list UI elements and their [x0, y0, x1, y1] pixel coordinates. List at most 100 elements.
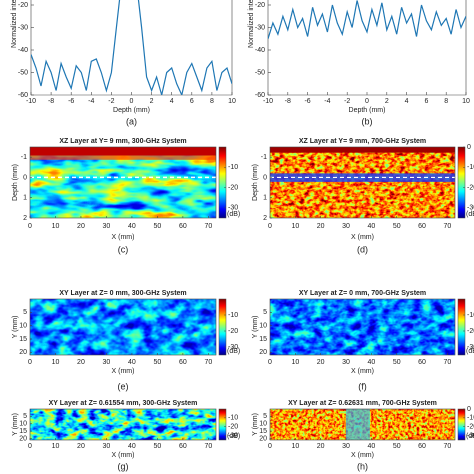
heatmap-band — [30, 147, 216, 156]
x-tick-label: -8 — [285, 98, 291, 105]
heatmap-image — [270, 147, 455, 218]
x-tick-label: -4 — [324, 98, 330, 105]
y-tick-label: -60 — [255, 92, 265, 99]
x-tick-label: 60 — [179, 359, 187, 366]
x-tick-label: 0 — [28, 359, 32, 366]
y-tick-label: -40 — [18, 47, 28, 54]
y-tick-label: 15 — [19, 428, 27, 435]
x-tick-label: 30 — [103, 359, 111, 366]
x-axis-label: X (mm) — [351, 234, 374, 241]
axis-box — [269, 408, 456, 441]
colorbar-tick-label: -10 — [228, 415, 238, 422]
y-axis-label: Depth (mm) — [252, 164, 259, 201]
x-tick-label: 30 — [342, 223, 350, 230]
x-axis-label: Depth (mm) — [113, 107, 150, 114]
axis-box — [30, 0, 233, 96]
line — [268, 0, 466, 39]
axis-box — [29, 146, 217, 219]
colorbar-label: (dB) — [466, 433, 474, 440]
caption: (e) — [118, 381, 129, 391]
y-tick-label: -1 — [261, 154, 267, 161]
x-axis-label: X (mm) — [112, 452, 135, 459]
colorbar-tick-label: -20 — [467, 184, 474, 191]
colorbar-tick-label: -20 — [467, 328, 474, 335]
colorbar-tick-label: -10 — [228, 164, 238, 171]
y-tick-label: -20 — [255, 2, 265, 9]
y-tick-label: 5 — [263, 413, 267, 420]
x-tick-label: 0 — [268, 443, 272, 450]
axis-box — [29, 408, 217, 441]
x-axis-label: X (mm) — [351, 452, 374, 459]
x-tick-label: 60 — [179, 443, 187, 450]
y-tick-label: 10 — [259, 323, 267, 330]
x-tick-label: 70 — [443, 223, 451, 230]
x-tick-label: 10 — [291, 359, 299, 366]
heatmap-image — [30, 409, 216, 440]
chart-title: XZ Layer at Y= 9 mm, 700-GHz System — [299, 138, 426, 145]
y-tick-label: 10 — [19, 323, 27, 330]
x-tick-label: 6 — [190, 98, 194, 105]
colorbar-tick-label: -30 — [467, 432, 474, 439]
axis-box — [269, 146, 456, 219]
y-tick-label: -1 — [21, 154, 27, 161]
x-tick-label: 70 — [443, 443, 451, 450]
y-tick-label: 10 — [19, 421, 27, 428]
x-tick-label: 50 — [153, 443, 161, 450]
colorbar-tick-label: -30 — [228, 344, 238, 351]
y-tick-label: 15 — [259, 336, 267, 343]
x-tick-label: 60 — [418, 443, 426, 450]
y-tick-label: 20 — [19, 435, 27, 442]
y-tick-label: 2 — [23, 215, 27, 222]
y-tick-label: 15 — [259, 428, 267, 435]
x-tick-label: 60 — [418, 223, 426, 230]
x-tick-label: 20 — [317, 359, 325, 366]
heatmap-image — [30, 299, 216, 355]
colorbar — [457, 298, 466, 356]
x-tick-label: 40 — [128, 443, 136, 450]
x-tick-label: 60 — [179, 223, 187, 230]
x-tick-label: 0 — [365, 98, 369, 105]
x-tick-label: 0 — [268, 223, 272, 230]
y-tick-label: -40 — [255, 47, 265, 54]
x-tick-label: 0 — [28, 443, 32, 450]
x-tick-label: -2 — [344, 98, 350, 105]
colorbar-tick-label: -10 — [228, 312, 238, 319]
y-tick-label: 1 — [23, 195, 27, 202]
y-tick-label: 15 — [19, 336, 27, 343]
y-tick-label: -20 — [18, 2, 28, 9]
x-tick-label: 20 — [77, 359, 85, 366]
x-tick-label: -10 — [26, 98, 36, 105]
y-tick-label: 10 — [259, 421, 267, 428]
x-tick-label: 70 — [204, 443, 212, 450]
colorbar-tick-label: -10 — [467, 164, 474, 171]
x-tick-label: 40 — [128, 223, 136, 230]
colorbar-tick-label: -20 — [467, 424, 474, 431]
x-tick-label: 30 — [342, 443, 350, 450]
x-tick-label: 40 — [367, 443, 375, 450]
y-tick-label: -50 — [255, 69, 265, 76]
y-axis-label: Depth (mm) — [12, 164, 19, 201]
colorbar — [218, 408, 227, 441]
y-tick-label: 2 — [263, 215, 267, 222]
y-axis-label: Y (mm) — [12, 413, 19, 436]
caption: (h) — [357, 461, 368, 471]
colorbar-label: (dB) — [466, 211, 474, 218]
colorbar-tick-label: -20 — [228, 424, 238, 431]
colorbar-label: (dB) — [227, 348, 240, 355]
colorbar — [218, 146, 227, 219]
x-tick-label: 30 — [103, 443, 111, 450]
x-tick-label: 8 — [444, 98, 448, 105]
x-tick-label: 20 — [317, 443, 325, 450]
x-tick-label: 10 — [52, 359, 60, 366]
x-tick-label: 4 — [405, 98, 409, 105]
x-tick-label: 2 — [150, 98, 154, 105]
heatmap-image — [270, 299, 455, 355]
x-tick-label: -10 — [263, 98, 273, 105]
x-tick-label: 2 — [385, 98, 389, 105]
x-tick-label: -6 — [68, 98, 74, 105]
colorbar-label: (dB) — [227, 433, 240, 440]
x-tick-label: 40 — [367, 359, 375, 366]
x-tick-label: 50 — [393, 223, 401, 230]
x-tick-label: 50 — [153, 359, 161, 366]
colorbar-tick-label: 0 — [467, 406, 471, 413]
